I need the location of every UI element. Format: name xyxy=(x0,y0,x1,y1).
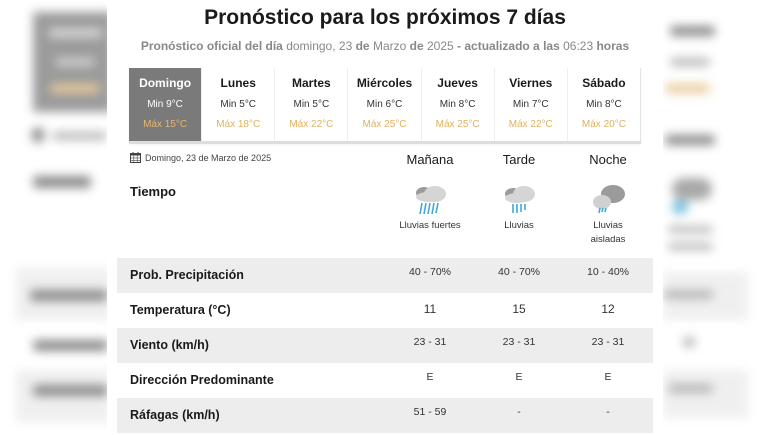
subtitle-year: 2025 xyxy=(427,39,454,53)
row-value: 15 xyxy=(512,302,526,316)
table-row-viento: Viento (km/h) 23 - 31 23 - 31 23 - 31 xyxy=(117,328,653,363)
day-min-temp: Min 8°C xyxy=(586,99,622,110)
row-value: E xyxy=(426,371,434,383)
selected-date-text: Domingo, 23 de Marzo de 2025 xyxy=(145,152,272,163)
row-value: 10 - 40% xyxy=(586,266,630,278)
weather-desc: Lluvias xyxy=(504,220,534,231)
day-min-temp: Min 9°C xyxy=(147,99,183,110)
row-value: 40 - 70% xyxy=(408,266,452,278)
row-value: 12 xyxy=(601,302,615,316)
row-value: 23 - 31 xyxy=(591,336,625,348)
day-max-temp: Máx 18°C xyxy=(216,119,261,130)
weather-desc-line: Lluvias xyxy=(593,220,623,231)
heavy-rain-icon xyxy=(416,186,446,215)
day-name: Sábado xyxy=(582,76,626,90)
row-value: E xyxy=(604,371,612,383)
day-tabs: Domingo Min 9°C Máx 15°C Lunes Min 5°C M… xyxy=(129,68,641,144)
row-label: Ráfagas (km/h) xyxy=(130,408,220,422)
row-value: 40 - 70% xyxy=(497,266,541,278)
subtitle-suffix: horas xyxy=(596,39,630,53)
subtitle-prefix: Pronóstico oficial del día xyxy=(140,39,283,53)
table-row-precipitacion: Prob. Precipitación 40 - 70% 40 - 70% 10… xyxy=(117,258,653,293)
row-value: E xyxy=(515,371,523,383)
tiempo-label: Tiempo xyxy=(130,184,176,199)
forecast-panel: Pronóstico para los próximos 7 días Pron… xyxy=(107,0,663,435)
page-subtitle: Pronóstico oficial del día domingo, 23 d… xyxy=(107,39,663,53)
weather-desc: Lluvias aisladas xyxy=(563,219,653,247)
subtitle-de: de xyxy=(355,39,370,53)
row-value: 51 - 59 xyxy=(413,406,447,418)
day-max-temp: Máx 25°C xyxy=(435,119,480,130)
isolated-rain-icon xyxy=(593,185,625,214)
day-tab-martes[interactable]: Martes Min 5°C Máx 22°C xyxy=(275,68,349,141)
row-value: - xyxy=(606,406,610,418)
column-manana: Mañana xyxy=(406,152,454,167)
day-tab-sabado[interactable]: Sábado Min 8°C Máx 20°C xyxy=(568,68,641,141)
column-noche: Noche xyxy=(589,152,627,167)
day-max-temp: Máx 20°C xyxy=(581,119,626,130)
table-row-direccion: Dirección Predominante E E E xyxy=(117,363,653,398)
day-name: Miércoles xyxy=(356,76,413,90)
row-value: 23 - 31 xyxy=(502,336,536,348)
day-tab-viernes[interactable]: Viernes Min 7°C Máx 22°C xyxy=(495,68,568,141)
day-tab-miercoles[interactable]: Miércoles Min 6°C Máx 25°C xyxy=(348,68,422,141)
row-label: Viento (km/h) xyxy=(130,338,209,352)
day-min-temp: Min 5°C xyxy=(220,99,257,110)
day-name: Martes xyxy=(292,76,331,90)
row-label: Temperatura (°C) xyxy=(130,303,231,317)
column-tarde: Tarde xyxy=(502,152,536,167)
day-max-temp: Máx 25°C xyxy=(362,119,407,130)
day-name: Lunes xyxy=(220,76,256,90)
weather-noche: Lluvias aisladas xyxy=(563,184,653,247)
selected-date: Domingo, 23 de Marzo de 2025 xyxy=(130,152,271,163)
forecast-table: Prob. Precipitación 40 - 70% 40 - 70% 10… xyxy=(117,258,653,433)
day-tab-domingo[interactable]: Domingo Min 9°C Máx 15°C xyxy=(129,68,203,141)
day-name: Jueves xyxy=(437,76,478,90)
day-name: Viernes xyxy=(509,76,553,90)
row-label: Dirección Predominante xyxy=(130,373,274,387)
subtitle-time: 06:23 xyxy=(563,39,594,53)
calendar-icon xyxy=(130,152,141,163)
day-min-temp: Min 8°C xyxy=(439,99,476,110)
rain-icon xyxy=(505,186,535,213)
day-max-temp: Máx 15°C xyxy=(143,119,188,130)
subtitle-updated: - actualizado a las xyxy=(457,39,560,53)
row-value: 11 xyxy=(423,302,437,316)
day-tab-jueves[interactable]: Jueves Min 8°C Máx 25°C xyxy=(422,68,495,141)
weather-desc-line: aisladas xyxy=(590,234,626,245)
weather-manana: Lluvias fuertes xyxy=(385,184,475,233)
page-title: Pronóstico para los próximos 7 días xyxy=(204,6,566,29)
day-max-temp: Máx 22°C xyxy=(508,119,553,130)
weather-desc: Lluvias fuertes xyxy=(399,220,461,231)
subtitle-date: domingo, 23 xyxy=(286,39,353,53)
table-row-temperatura: Temperatura (°C) 11 15 12 xyxy=(117,293,653,328)
subtitle-de: de xyxy=(409,39,424,53)
row-label: Prob. Precipitación xyxy=(130,268,244,282)
weather-tarde: Lluvias xyxy=(474,184,564,233)
day-min-temp: Min 5°C xyxy=(293,99,330,110)
day-min-temp: Min 7°C xyxy=(512,99,549,110)
day-min-temp: Min 6°C xyxy=(366,99,403,110)
day-max-temp: Máx 22°C xyxy=(289,119,334,130)
table-row-rafagas: Ráfagas (km/h) 51 - 59 - - xyxy=(117,398,653,433)
row-value: - xyxy=(517,406,521,418)
day-tab-lunes[interactable]: Lunes Min 5°C Máx 18°C xyxy=(202,68,276,141)
row-value: 23 - 31 xyxy=(413,336,447,348)
subtitle-month: Marzo xyxy=(372,39,407,53)
day-name: Domingo xyxy=(139,76,192,90)
